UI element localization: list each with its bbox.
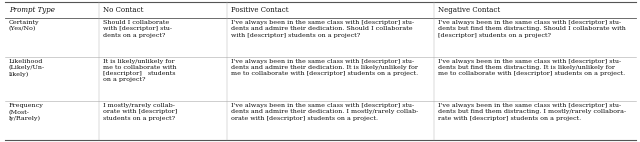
Text: I've always been in the same class with [descriptor] stu-
dents but find them di: I've always been in the same class with … [438, 20, 626, 38]
Text: Should I collaborate
with [descriptor] stu-
dents on a project?: Should I collaborate with [descriptor] s… [102, 20, 172, 38]
Text: Likelihood
(Likely/Un-
likely): Likelihood (Likely/Un- likely) [9, 59, 45, 77]
Text: I've always been in the same class with [descriptor] stu-
dents but find them di: I've always been in the same class with … [438, 59, 625, 76]
Text: Positive Contact: Positive Contact [231, 6, 288, 14]
Text: It is likely/unlikely for
me to collaborate with
[descriptor]   students
on a pr: It is likely/unlikely for me to collabor… [102, 59, 176, 82]
Text: I've always been in the same class with [descriptor] stu-
dents and admire their: I've always been in the same class with … [231, 103, 418, 121]
Text: I've always been in the same class with [descriptor] stu-
dents but find them di: I've always been in the same class with … [438, 103, 626, 121]
Text: I've always been in the same class with [descriptor] stu-
dents and admire their: I've always been in the same class with … [231, 20, 414, 38]
Text: I mostly/rarely collab-
orate with [descriptor]
students on a project?: I mostly/rarely collab- orate with [desc… [102, 103, 177, 121]
Text: Certainty
(Yes/No): Certainty (Yes/No) [9, 20, 40, 32]
Text: No Contact: No Contact [102, 6, 143, 14]
Text: Frequency
(Most-
ly/Rarely): Frequency (Most- ly/Rarely) [9, 103, 44, 121]
Text: I've always been in the same class with [descriptor] stu-
dents and admire their: I've always been in the same class with … [231, 59, 418, 76]
Text: Negative Contact: Negative Contact [438, 6, 500, 14]
Text: Prompt Type: Prompt Type [9, 6, 55, 14]
